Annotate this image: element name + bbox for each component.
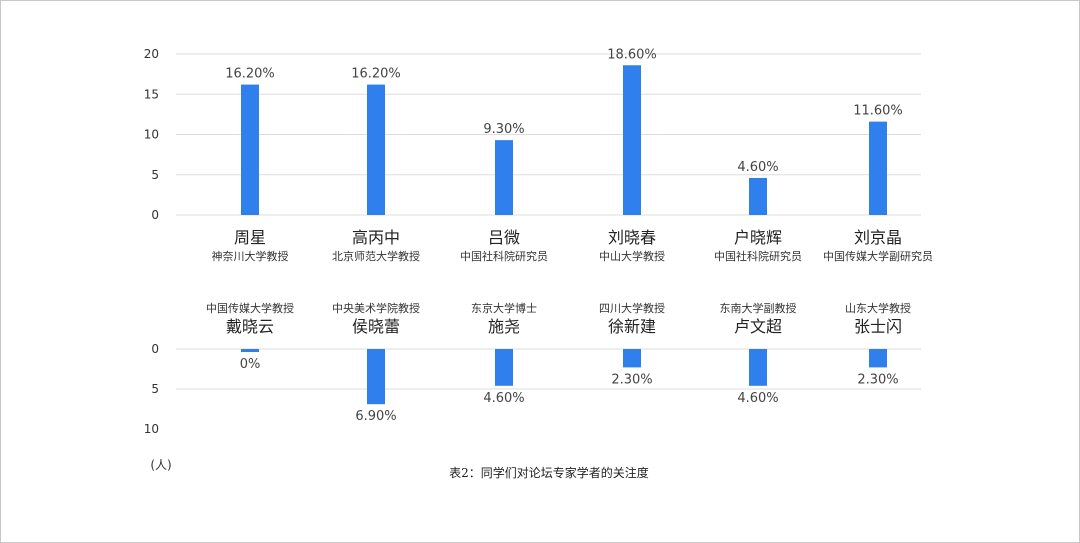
bottom-expert-name: 张士闪 [854,317,902,336]
top-bar [367,84,385,215]
bottom-bar [749,349,767,386]
top-expert-affiliation: 神奈川大学教授 [212,249,289,263]
bottom-expert-name: 徐新建 [608,317,656,336]
bottom-expert-affiliation: 四川大学教授 [599,301,665,315]
top-expert-name: 刘京晶 [854,228,902,247]
bottom-data-label: 2.30% [857,372,898,387]
bottom-bar [367,349,385,405]
top-bar [749,177,767,215]
top-y-tick-label: 10 [144,128,159,142]
top-bar [869,121,887,215]
bottom-expert-name: 戴晓云 [226,317,274,336]
bottom-expert-name: 施尧 [488,317,520,336]
bottom-expert-affiliation: 中国传媒大学教授 [206,301,294,315]
top-data-label: 11.60% [853,104,903,119]
bottom-bar [241,349,259,352]
top-y-tick-label: 15 [144,87,159,101]
top-bar [495,140,513,215]
bottom-bar [869,349,887,368]
top-expert-affiliation: 中国社科院研究员 [460,249,548,263]
bottom-data-label: 2.30% [611,372,652,387]
bottom-data-label: 4.60% [737,391,778,406]
bottom-bar [623,349,641,368]
top-data-label: 9.30% [483,122,524,137]
top-y-tick-label: 0 [151,208,159,222]
top-data-label: 4.60% [737,160,778,175]
chart-caption: 表2：同学们对论坛专家学者的关注度 [449,465,649,480]
bottom-data-label: 6.90% [355,409,396,424]
top-data-label: 16.20% [351,67,401,82]
bottom-expert-affiliation: 东京大学博士 [471,301,537,315]
top-data-label: 18.60% [607,47,657,62]
top-expert-affiliation: 中山大学教授 [599,249,665,263]
bottom-expert-affiliation: 中央美术学院教授 [332,301,420,315]
top-expert-affiliation: 北京师范大学教授 [332,249,420,263]
bottom-data-label: 0% [240,357,261,372]
top-y-tick-label: 5 [151,168,159,182]
bottom-expert-name: 卢文超 [734,317,782,336]
top-expert-affiliation: 中国传媒大学副研究员 [823,249,933,263]
bottom-data-label: 4.60% [483,391,524,406]
bottom-bar [495,349,513,386]
top-bar [623,65,641,216]
top-data-label: 16.20% [225,67,275,82]
bottom-expert-name: 侯晓蕾 [352,317,400,336]
bottom-expert-affiliation: 山东大学教授 [845,301,911,315]
top-expert-name: 周星 [234,228,266,247]
bottom-y-tick-label: 0 [151,342,159,356]
top-expert-name: 户晓辉 [734,228,782,247]
bottom-y-tick-label: 5 [151,382,159,396]
bottom-y-tick-label: 10 [144,422,159,436]
top-expert-affiliation: 中国社科院研究员 [714,249,802,263]
top-y-tick-label: 20 [144,47,159,61]
top-expert-name: 高丙中 [352,228,400,247]
top-expert-name: 刘晓春 [608,228,656,247]
top-expert-name: 吕微 [488,228,520,247]
y-axis-unit-label: (人) [150,458,171,472]
bottom-expert-affiliation: 东南大学副教授 [720,301,797,315]
top-bar [241,84,259,215]
